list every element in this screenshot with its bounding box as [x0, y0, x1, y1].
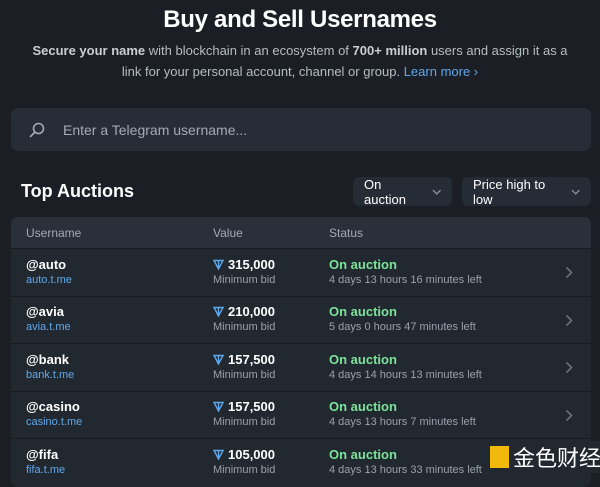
value-label: Minimum bid [213, 273, 276, 286]
status-cell: On auction 4 days 13 hours 7 minutes left [329, 399, 476, 430]
chevron-right-icon[interactable] [565, 314, 573, 327]
status-badge: On auction [329, 399, 397, 415]
status-badge: On auction [329, 304, 397, 320]
table-row[interactable]: @avia avia.t.me 210,000 Minimum bid On auc… [11, 295, 591, 344]
username-link[interactable]: auto.t.me [26, 273, 72, 286]
time-left: 4 days 13 hours 16 minutes left [329, 273, 482, 286]
subtitle-bold: 700+ million [352, 43, 428, 58]
section-title: Top Auctions [21, 181, 134, 201]
status-cell: On auction 4 days 13 hours 16 minutes lef… [329, 257, 482, 288]
column-header-value: Value [213, 225, 243, 240]
value-cell: 157,500 Minimum bid [212, 351, 276, 383]
status-badge: On auction [329, 256, 397, 272]
ton-icon [212, 259, 225, 271]
subtitle-text: users and assign it as a link for your p… [121, 43, 568, 79]
username-link[interactable]: fifa.t.me [26, 463, 66, 476]
page-title: Buy and Sell Usernames [163, 6, 437, 33]
ton-icon [212, 402, 225, 413]
username: @casino [26, 399, 80, 415]
value-label: Minimum bid [213, 416, 276, 429]
ton-icon [212, 307, 225, 318]
username-cell: @fifa fifa.t.me [26, 447, 65, 478]
value-label: Minimum bid [213, 321, 276, 334]
status-cell: On auction 5 days 0 hours 47 minutes left [329, 304, 476, 335]
column-header-status: Status [329, 225, 364, 240]
chevron-right-icon[interactable] [565, 266, 573, 279]
search-bar [11, 108, 591, 151]
username-cell: @casino casino.t.me [26, 399, 82, 430]
value-label: Minimum bid [213, 368, 276, 381]
auctions-table: Username Value Status @auto auto.t.me 315… [11, 217, 591, 487]
username: @fifa [26, 446, 59, 462]
chevron-down-icon [571, 189, 580, 195]
chevron-right-icon[interactable] [565, 409, 573, 422]
ton-icon [212, 449, 225, 461]
table-row[interactable]: @fifa fifa.t.me 105,000 Minimum bid On auc… [11, 438, 591, 486]
sort-label: Price high to low [473, 176, 546, 207]
value-amount: 157,500 [228, 399, 275, 415]
username-search-input[interactable] [63, 121, 543, 138]
username-link[interactable]: avia.t.me [26, 321, 71, 334]
search-icon [29, 122, 45, 137]
time-left: 4 days 13 hours 7 minutes left [329, 416, 476, 429]
table-row[interactable]: @auto auto.t.me 315,000 Minimum bid On auc… [11, 248, 591, 296]
learn-more-link[interactable]: Learn more › [403, 64, 479, 79]
time-left: 4 days 14 hours 13 minutes left [329, 368, 482, 381]
username-link[interactable]: bank.t.me [26, 368, 75, 381]
username-cell: @auto auto.t.me [26, 257, 72, 288]
value-amount: 157,500 [228, 351, 275, 367]
username: @bank [26, 351, 70, 367]
status-filter-dropdown[interactable]: On auction [353, 176, 452, 207]
value-cell: 210,000 Minimum bid [212, 304, 276, 335]
subtitle-bold: Secure your name [32, 43, 146, 58]
column-header-username: Username [26, 225, 82, 240]
username: @auto [26, 256, 67, 272]
time-left: 5 days 0 hours 47 minutes left [329, 321, 476, 334]
status-cell: On auction 4 days 14 hours 13 minutes lef… [329, 352, 482, 383]
ton-icon [212, 354, 225, 366]
value-label: Minimum bid [213, 463, 276, 476]
value-amount: 315,000 [228, 256, 275, 272]
value-cell: 105,000 Minimum bid [212, 446, 276, 478]
value-amount: 210,000 [228, 304, 275, 320]
username-link[interactable]: casino.t.me [26, 416, 83, 429]
table-row[interactable]: @bank bank.t.me 157,500 Minimum bid On auc… [11, 343, 591, 391]
watermark-logo-mark [490, 446, 509, 468]
watermark-logo: 金色财经 [490, 441, 600, 473]
value-cell: 315,000 Minimum bid [212, 256, 276, 288]
status-badge: On auction [329, 351, 397, 367]
table-header: Username Value Status [11, 217, 591, 248]
sort-dropdown[interactable]: Price high to low [462, 176, 591, 207]
chevron-right-icon[interactable] [565, 361, 573, 374]
username-cell: @avia avia.t.me [26, 304, 71, 335]
status-cell: On auction 4 days 13 hours 33 minutes lef… [329, 447, 482, 478]
status-badge: On auction [329, 446, 397, 462]
value-amount: 105,000 [228, 446, 275, 462]
username: @avia [26, 304, 64, 320]
watermark-text: 金色财经 [513, 446, 600, 471]
table-row[interactable]: @casino casino.t.me 157,500 Minimum bid On… [11, 390, 591, 439]
chevron-down-icon [432, 189, 441, 195]
page-subtitle: Secure your name with blockchain in an e… [30, 40, 570, 82]
username-cell: @bank bank.t.me [26, 352, 74, 383]
time-left: 4 days 13 hours 33 minutes left [329, 463, 482, 476]
value-cell: 157,500 Minimum bid [212, 399, 276, 430]
subtitle-text: with blockchain in an ecosystem of [145, 43, 353, 58]
status-filter-label: On auction [364, 176, 406, 207]
